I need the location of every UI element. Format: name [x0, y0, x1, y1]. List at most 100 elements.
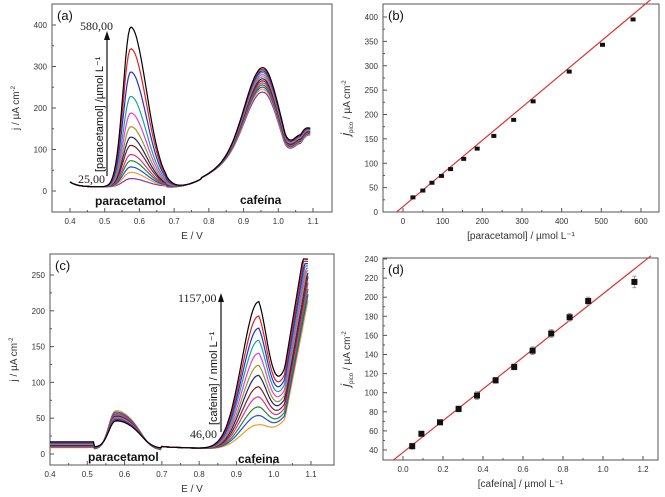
- panel-c-xtick-label: 0.7: [156, 470, 168, 479]
- panel-d-xtick-label: 0.2: [437, 465, 449, 474]
- panel-b-point: [420, 188, 426, 193]
- panel-d-panel: 0.0 0.2 0.4 0.6 0.8 1.0 1.2 40 60 80 100 120 140 160 1…: [338, 255, 659, 490]
- panel-d-xtick-label: 1.0: [597, 465, 609, 474]
- panel-d-point: [529, 347, 536, 354]
- panel-b-point: [461, 156, 467, 161]
- panel-c-arrow-top-label: 1157,00: [178, 291, 217, 305]
- panel-a-xtick-label: 0.8: [203, 217, 215, 226]
- panel-a-arrowhead: [104, 31, 110, 40]
- panel-c-arrow-bottom-label: 46,00: [190, 427, 217, 441]
- panel-a-xtick-label: 1.0: [273, 217, 285, 226]
- panel-a-panel-label: (a): [57, 8, 73, 23]
- panel-d-ytick-label: 160: [365, 331, 379, 340]
- panel-a-ytick-label: 100: [34, 146, 48, 155]
- panel-a-ytick-label: 400: [34, 21, 48, 30]
- panel-a-xtick-label: 0.9: [238, 217, 250, 226]
- panel-d-panel-label: (d): [388, 262, 404, 277]
- panel-d-point: [511, 363, 518, 370]
- panel-a-panel: 0.4 0.5 0.6 0.7 0.8 0.9 1.0 1.1 0 100 200 300 400 (a)…: [11, 3, 333, 242]
- panel-a-curve: [69, 26, 311, 188]
- panel-a-ytick-label: 300: [34, 63, 48, 72]
- panel-b-point: [630, 17, 636, 22]
- panel-c-frame: [49, 253, 335, 466]
- panel-c-xtick-label: 0.4: [44, 470, 56, 479]
- panel-b-point: [511, 117, 517, 122]
- panel-d-point: [409, 443, 416, 450]
- panel-b-ytick-label: 250: [365, 86, 379, 95]
- panel-b-point: [491, 133, 497, 138]
- panel-a-xtick-label: 1.1: [307, 217, 319, 226]
- panel-b-xtick-label: 0: [401, 217, 406, 226]
- panel-b-ytick-label: 350: [365, 37, 379, 46]
- panel-b-point: [410, 195, 416, 200]
- panel-c-paracetamol-label: paracetamol: [88, 450, 159, 464]
- panel-d-point: [474, 392, 480, 399]
- panel-b-point: [474, 146, 480, 151]
- panel-b-point: [448, 167, 454, 172]
- panel-d-ytick-label: 200: [365, 293, 379, 302]
- panel-d-ylabel: jpico / µA cm-2: [338, 331, 355, 389]
- panel-c-curve: [50, 258, 308, 449]
- panel-a-ytick-label: 0: [43, 187, 48, 196]
- panel-b-ytick-label: 100: [365, 159, 379, 168]
- panel-d-fit-line: [392, 255, 652, 461]
- panel-d-ytick-label: 220: [365, 274, 379, 283]
- panel-d-point: [455, 405, 462, 412]
- panel-a-arrow-label: [paracetamol] /µmol L⁻¹: [94, 56, 106, 172]
- panel-d-ytick-label: 240: [365, 255, 379, 264]
- panel-a-curve: [69, 47, 311, 188]
- panel-c-xtick-label: 0.6: [119, 470, 131, 479]
- panel-c-panel-label: (c): [55, 258, 70, 273]
- panel-d-point: [437, 419, 443, 426]
- panel-c-xtick-label: 0.8: [194, 470, 206, 479]
- panel-b-ylabel: jpico / µA cm-2: [338, 80, 355, 138]
- panel-b-xtick-label: 300: [515, 217, 529, 226]
- panel-a-ylabel: j / µA cm-2: [11, 85, 22, 131]
- panel-c-ytick-label: 50: [36, 414, 45, 423]
- panel-b-xtick-label: 500: [595, 217, 609, 226]
- panel-c-arrowhead: [218, 293, 224, 302]
- panel-d-point: [418, 430, 425, 437]
- panel-c-ytick-label: 250: [32, 271, 46, 280]
- panel-c-ytick-label: 150: [32, 343, 46, 352]
- panel-b-ytick-label: 50: [369, 184, 378, 193]
- panel-b-point: [566, 69, 572, 74]
- panel-b-point: [600, 42, 606, 47]
- panel-c-panel: 0.4 0.5 0.6 0.7 0.8 0.9 1.0 1.1 0 50 100 150 200 250 (…: [9, 253, 335, 495]
- panel-b-xtick-label: 400: [555, 217, 569, 226]
- panel-d-ytick-label: 80: [369, 408, 378, 417]
- panel-d-ytick-label: 180: [365, 312, 379, 321]
- panel-c-xtick-label: 0.9: [231, 470, 243, 479]
- panel-a-xtick-label: 0.4: [64, 217, 76, 226]
- panel-a-xtick-label: 0.7: [169, 217, 181, 226]
- panel-c-ytick-label: 0: [41, 450, 46, 459]
- panel-d-ytick-label: 60: [369, 427, 378, 436]
- panel-d-ytick-label: 120: [365, 370, 379, 379]
- panel-c-curve: [50, 282, 309, 450]
- panel-b-ytick-label: 300: [365, 62, 379, 71]
- panel-d-point: [492, 377, 499, 384]
- panel-b-panel-label: (b): [388, 8, 404, 23]
- panel-a-paracetamol-label: paracetamol: [95, 194, 166, 208]
- panel-d-frame: [382, 257, 659, 461]
- panel-c-cafeina-label: cafeina: [238, 452, 280, 466]
- panel-b-xlabel: [paracetamol] / µmol L⁻¹: [467, 231, 575, 242]
- panel-a-arrow-bottom-label: 25,00: [78, 172, 105, 186]
- panel-b-ytick-label: 150: [365, 135, 379, 144]
- panel-b-point: [429, 180, 435, 185]
- panel-a-xlabel: E / V: [181, 231, 203, 242]
- panel-d-xtick-label: 0.0: [397, 465, 409, 474]
- panel-c-arrow-label: [cafeina] / nmol L⁻¹: [208, 331, 220, 425]
- panel-b-point: [438, 173, 444, 178]
- panel-d-ytick-label: 100: [365, 389, 379, 398]
- panel-c-xtick-label: 1.1: [305, 470, 317, 479]
- panel-a-arrow-top-label: 580,00: [80, 19, 113, 33]
- panel-d-point: [631, 278, 638, 285]
- panel-b-ytick-label: 200: [365, 111, 379, 120]
- panel-d-point: [585, 298, 592, 305]
- panel-d-xtick-label: 1.2: [637, 465, 649, 474]
- panel-c-ytick-label: 100: [32, 378, 46, 387]
- panel-b-ytick-label: 400: [365, 13, 379, 22]
- panel-b-point: [530, 99, 536, 104]
